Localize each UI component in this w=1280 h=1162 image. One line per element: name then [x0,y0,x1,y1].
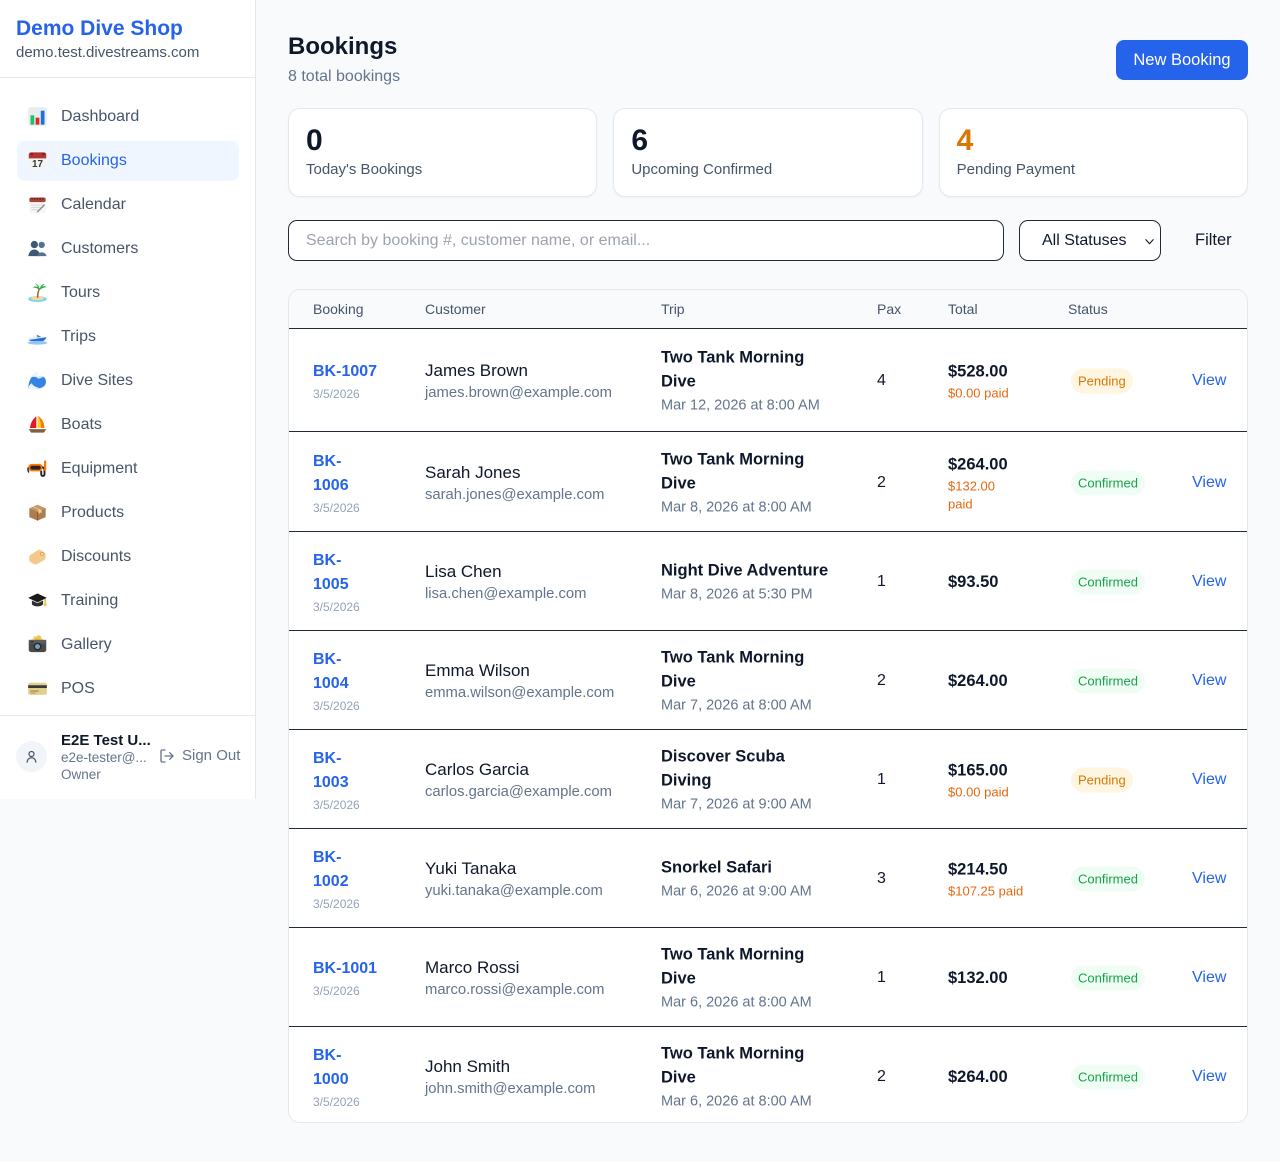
svg-text:17: 17 [32,159,44,170]
